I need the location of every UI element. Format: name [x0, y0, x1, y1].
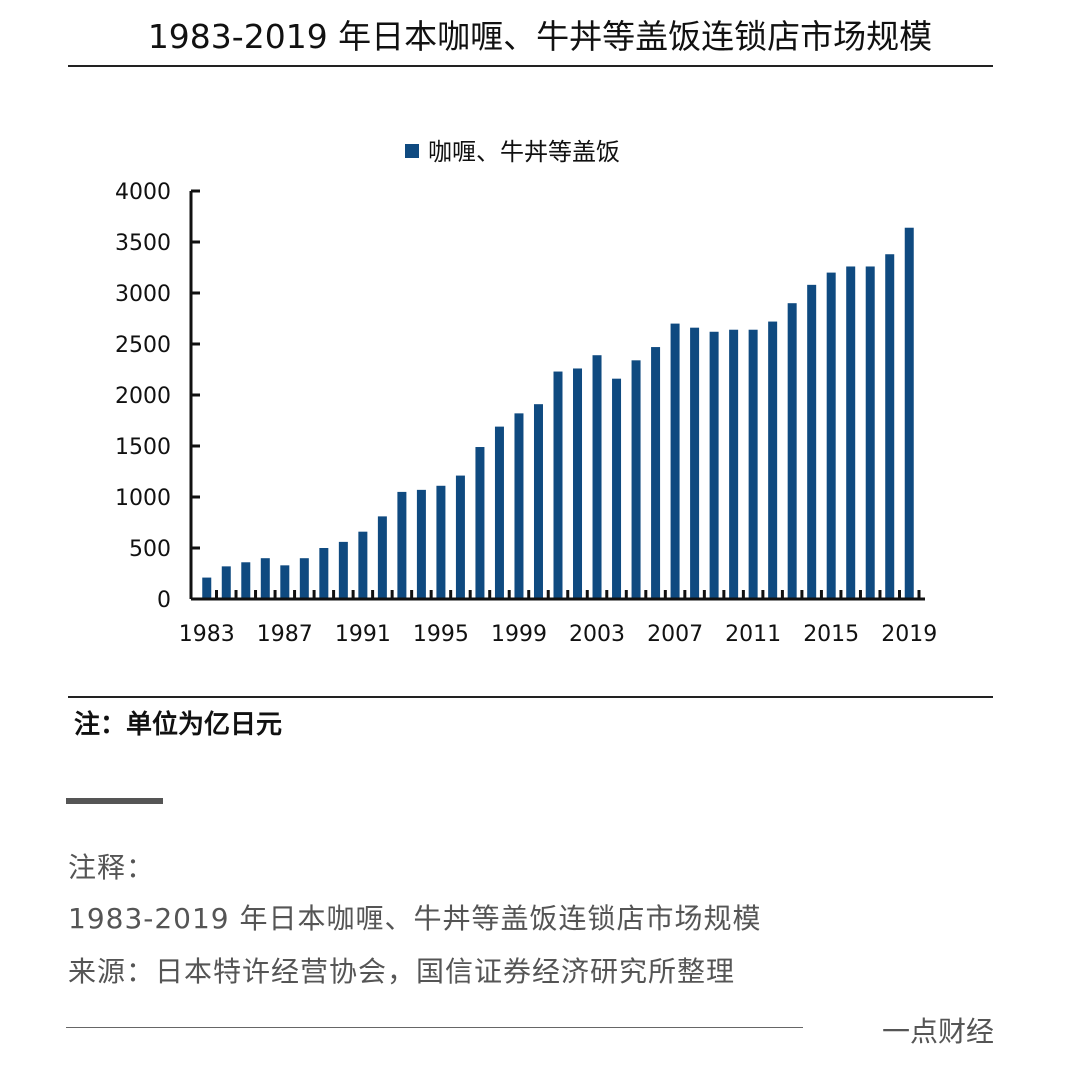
bar-2008: [690, 327, 700, 599]
bar-2016: [846, 266, 856, 599]
chart-title: 1983-2019 年日本咖喱、牛丼等盖饭连锁店市场规模: [147, 17, 933, 56]
bar-chart: 咖喱、牛丼等盖饭 0 500 1000 1500 2000 2500 3000 3500 400…: [115, 138, 937, 647]
bar-2000: [533, 404, 543, 599]
y-tick-label: 1000: [115, 486, 171, 511]
x-tick-label: 1999: [491, 622, 547, 647]
bar-2002: [573, 368, 583, 599]
unit-note: 注：单位为亿日元: [74, 710, 283, 740]
bar-1989: [319, 548, 329, 599]
x-tick-label: 1983: [179, 622, 235, 647]
caption-heading: 注释：: [68, 851, 156, 884]
bar-1984: [221, 566, 231, 599]
bar-1987: [280, 565, 290, 599]
bar-2004: [612, 378, 622, 599]
caption-title: 1983-2019 年日本咖喱、牛丼等盖饭连锁店市场规模: [68, 902, 762, 935]
x-tick-label: 1987: [257, 622, 313, 647]
x-tick-label: 2007: [647, 622, 703, 647]
bar-2018: [885, 254, 895, 600]
legend: 咖喱、牛丼等盖饭: [405, 138, 620, 166]
bar-2010: [729, 329, 739, 599]
y-axis: 0 500 1000 1500 2000 2500 3000 3500 4000: [115, 180, 200, 613]
bar-1995: [436, 485, 446, 599]
bar-1988: [299, 558, 309, 599]
bar-1992: [377, 516, 387, 599]
y-tick-label: 500: [129, 537, 171, 562]
y-tick-label: 4000: [115, 180, 171, 205]
bar-2014: [807, 284, 817, 599]
bar-1999: [514, 413, 524, 599]
y-tick-label: 0: [157, 588, 171, 613]
bar-2006: [651, 347, 661, 599]
title-divider: [68, 65, 993, 67]
bar-2001: [553, 371, 563, 599]
accent-bar: [66, 798, 163, 804]
bar-2011: [748, 329, 758, 599]
bars: [202, 227, 914, 600]
legend-swatch: [405, 144, 419, 158]
bar-2017: [865, 266, 875, 599]
bar-2015: [826, 272, 836, 599]
x-tick-label: 2015: [803, 622, 859, 647]
bar-1994: [416, 489, 426, 599]
bar-1998: [494, 426, 504, 599]
bar-2009: [709, 331, 719, 599]
y-tick-label: 3000: [115, 282, 171, 307]
footer-divider: [66, 1027, 803, 1028]
bar-1986: [260, 558, 270, 599]
legend-label: 咖喱、牛丼等盖饭: [428, 138, 620, 166]
y-tick-label: 1500: [115, 435, 171, 460]
x-tick-label: 2003: [569, 622, 625, 647]
y-tick-label: 2500: [115, 333, 171, 358]
y-tick-label: 3500: [115, 231, 171, 256]
bar-2003: [592, 355, 602, 599]
bar-2005: [631, 360, 641, 599]
bar-1993: [397, 491, 407, 599]
bar-1983: [202, 577, 212, 599]
bar-1990: [338, 541, 348, 599]
y-tick-label: 2000: [115, 384, 171, 409]
bar-1991: [358, 531, 368, 599]
x-tick-label: 2011: [725, 622, 781, 647]
bar-2012: [768, 321, 778, 599]
x-tick-label: 1995: [413, 622, 469, 647]
bar-2019: [904, 227, 914, 599]
bar-2007: [670, 323, 680, 599]
x-tick-label: 1991: [335, 622, 391, 647]
chart-bottom-divider: [68, 696, 993, 698]
brand-label: 一点财经: [881, 1015, 994, 1048]
bar-1996: [455, 475, 465, 599]
bar-1985: [241, 562, 251, 599]
x-axis: 1983 1987 1991 1995 1999 2003 2007 2011 2015 2019: [179, 590, 937, 647]
x-tick-label: 2019: [881, 622, 937, 647]
bar-2013: [787, 303, 797, 599]
bar-1997: [475, 447, 485, 599]
caption-source: 来源：日本特许经营协会，国信证券经济研究所整理: [68, 955, 736, 988]
